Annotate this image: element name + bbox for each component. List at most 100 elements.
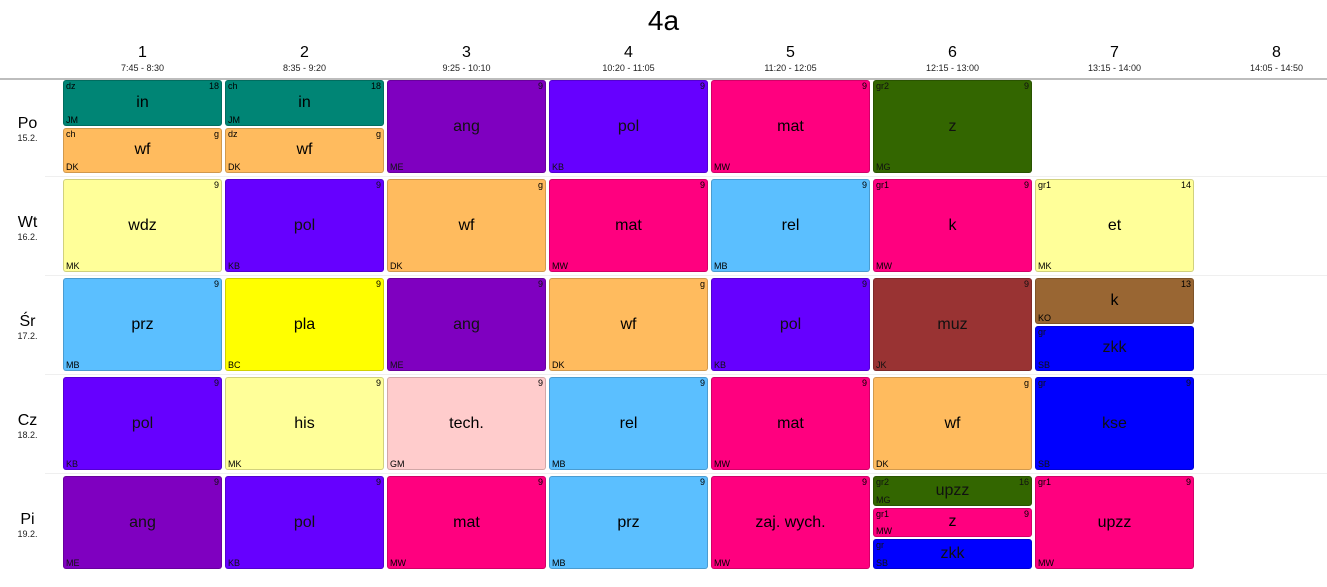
lesson-cell[interactable]: mat 9 MW xyxy=(549,179,708,272)
lesson-room: 9 xyxy=(861,180,867,190)
lesson-group: gr1 xyxy=(1038,477,1052,487)
period-header[interactable]: 8 14:05 - 14:50 xyxy=(1196,44,1327,74)
lesson-room: 18 xyxy=(370,81,381,91)
lesson-cell[interactable]: ang 9 ME xyxy=(387,80,546,173)
lesson-room: 9 xyxy=(1023,81,1029,91)
lesson-cell[interactable]: rel 9 MB xyxy=(711,179,870,272)
lesson-room: 9 xyxy=(375,279,381,289)
lesson-cell[interactable]: prz 9 MB xyxy=(549,476,708,569)
lesson-subject: pol xyxy=(617,117,640,135)
period-number: 2 xyxy=(300,44,309,61)
lesson-cell[interactable]: tech. 9 GM xyxy=(387,377,546,470)
lesson-room: 9 xyxy=(213,378,219,388)
lesson-subject: upzz xyxy=(935,481,970,499)
lesson-cell[interactable]: wdz 9 MK xyxy=(63,179,222,272)
lesson-teacher: KB xyxy=(714,360,727,370)
day-name: Cz xyxy=(17,412,38,429)
lesson-group: ch xyxy=(66,128,76,139)
period-header[interactable]: 1 7:45 - 8:30 xyxy=(62,44,223,74)
lesson-teacher: MW xyxy=(876,526,892,537)
lesson-teacher: MW xyxy=(1038,558,1054,568)
lesson-cell[interactable]: et gr1 14 MK xyxy=(1035,179,1194,272)
lesson-cell[interactable]: zkk gr SB xyxy=(873,539,1032,569)
lesson-cell[interactable]: mat 9 MW xyxy=(711,377,870,470)
lesson-cell[interactable]: z gr2 9 MG xyxy=(873,80,1032,173)
lesson-subject: wf xyxy=(944,414,961,432)
lesson-cell[interactable]: ang 9 ME xyxy=(387,278,546,371)
lesson-cell[interactable]: pol 9 KB xyxy=(225,476,384,569)
day-header[interactable]: Śr 17.2. xyxy=(0,313,55,342)
period-header[interactable]: 2 8:35 - 9:20 xyxy=(224,44,385,74)
lesson-cell[interactable]: upzz gr1 9 MW xyxy=(1035,476,1194,569)
lesson-cell[interactable]: pol 9 KB xyxy=(549,80,708,173)
lesson-teacher: MG xyxy=(876,494,891,505)
lesson-cell[interactable]: zkk gr SB xyxy=(1035,325,1194,371)
lesson-room: 18 xyxy=(208,81,219,91)
day-header[interactable]: Pi 19.2. xyxy=(0,511,55,540)
lesson-room: 9 xyxy=(861,279,867,289)
lesson-cell[interactable]: mat 9 MW xyxy=(711,80,870,173)
lesson-cell[interactable]: rel 9 MB xyxy=(549,377,708,470)
lesson-room: 9 xyxy=(1185,477,1191,487)
period-time: 12:15 - 13:00 xyxy=(925,63,980,73)
lesson-cell[interactable]: wf g DK xyxy=(873,377,1032,470)
lesson-room: 9 xyxy=(537,477,543,487)
lesson-teacher: SB xyxy=(1038,360,1051,370)
lesson-cell[interactable]: in dz 18 JM xyxy=(63,80,222,126)
lesson-teacher: MW xyxy=(714,162,730,172)
timetable-title: 4a xyxy=(647,5,680,36)
period-header[interactable]: 6 12:15 - 13:00 xyxy=(872,44,1033,74)
lesson-cell[interactable]: upzz gr2 16 MG xyxy=(873,476,1032,506)
lesson-room: 9 xyxy=(537,279,543,289)
day-header[interactable]: Cz 18.2. xyxy=(0,412,55,441)
lesson-room: 9 xyxy=(699,81,705,91)
period-header[interactable]: 7 13:15 - 14:00 xyxy=(1034,44,1195,74)
lesson-cell[interactable]: wf dz g DK xyxy=(225,127,384,173)
lesson-cell[interactable]: pol 9 KB xyxy=(225,179,384,272)
lesson-cell[interactable]: his 9 MK xyxy=(225,377,384,470)
lesson-subject: his xyxy=(294,414,315,432)
lesson-cell[interactable]: in ch 18 JM xyxy=(225,80,384,126)
day-header[interactable]: Wt 16.2. xyxy=(0,214,55,243)
lesson-teacher: KB xyxy=(228,558,241,568)
lesson-cell[interactable]: wf g DK xyxy=(387,179,546,272)
lesson-room: 9 xyxy=(213,477,219,487)
lesson-teacher: MK xyxy=(66,261,80,271)
lesson-cell[interactable]: k 13 KO xyxy=(1035,278,1194,324)
lesson-subject: wf xyxy=(620,315,637,333)
period-header[interactable]: 3 9:25 - 10:10 xyxy=(386,44,547,74)
lesson-cell[interactable]: wf g DK xyxy=(549,278,708,371)
period-header[interactable]: 5 11:20 - 12:05 xyxy=(710,44,871,74)
lesson-subject: wf xyxy=(296,141,313,159)
lesson-cell[interactable]: ang 9 ME xyxy=(63,476,222,569)
lesson-cell[interactable]: kse gr 9 SB xyxy=(1035,377,1194,470)
lesson-cell[interactable]: wf ch g DK xyxy=(63,127,222,173)
row-divider xyxy=(45,473,1327,474)
lesson-teacher: DK xyxy=(876,459,889,469)
lesson-subject: upzz xyxy=(1097,513,1132,531)
lesson-cell[interactable]: pol 9 KB xyxy=(63,377,222,470)
lesson-room: 9 xyxy=(213,180,219,190)
row-divider xyxy=(45,374,1327,375)
lesson-cell[interactable]: muz 9 JK xyxy=(873,278,1032,371)
lesson-cell[interactable]: k gr1 9 MW xyxy=(873,179,1032,272)
day-header[interactable]: Po 15.2. xyxy=(0,115,55,144)
period-header[interactable]: 4 10:20 - 11:05 xyxy=(548,44,709,74)
day-name: Śr xyxy=(19,313,36,330)
lesson-cell[interactable]: prz 9 MB xyxy=(63,278,222,371)
lesson-subject: ang xyxy=(129,513,156,531)
period-time: 13:15 - 14:00 xyxy=(1087,63,1142,73)
lesson-teacher: ME xyxy=(390,162,404,172)
lesson-cell[interactable]: pol 9 KB xyxy=(711,278,870,371)
period-time: 7:45 - 8:30 xyxy=(120,63,165,73)
lesson-subject: et xyxy=(1107,216,1122,234)
lesson-subject: wf xyxy=(134,141,151,159)
lesson-room: g xyxy=(1023,378,1029,388)
lesson-subject: rel xyxy=(619,414,638,432)
lesson-cell[interactable]: z gr1 9 MW xyxy=(873,507,1032,538)
lesson-cell[interactable]: zaj. wych. 9 MW xyxy=(711,476,870,569)
lesson-room: 9 xyxy=(699,180,705,190)
lesson-teacher: JM xyxy=(228,114,240,125)
lesson-cell[interactable]: mat 9 MW xyxy=(387,476,546,569)
lesson-cell[interactable]: pla 9 BC xyxy=(225,278,384,371)
